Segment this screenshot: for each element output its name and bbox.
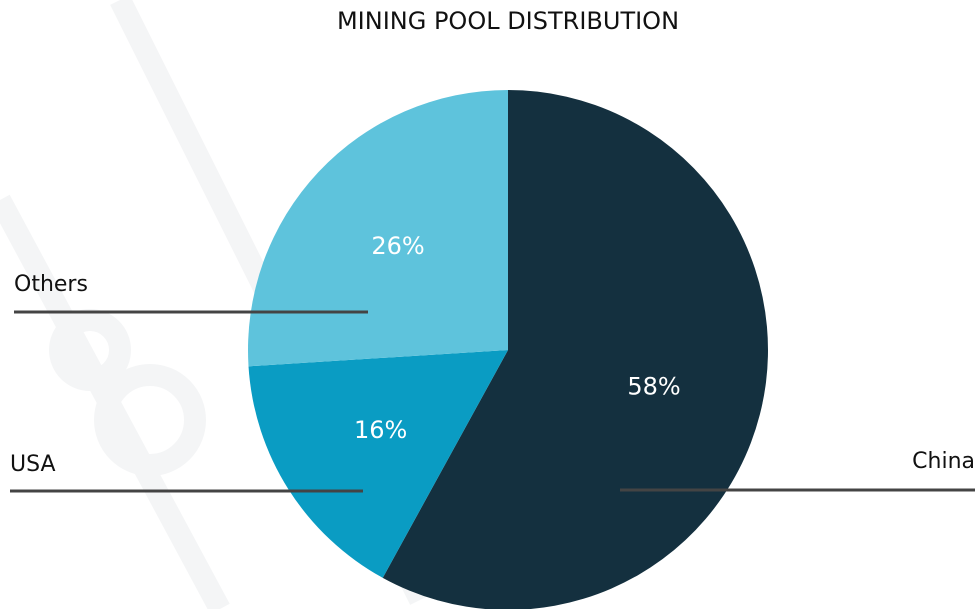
category-label: Others [14, 272, 88, 297]
value-label: 16% [354, 416, 407, 444]
chart-title: MINING POOL DISTRIBUTION [337, 7, 679, 35]
value-label: 58% [627, 373, 680, 401]
chart: MINING POOL DISTRIBUTION 58% 16% 26% China U… [0, 0, 978, 609]
pie-slice [248, 90, 508, 366]
category-label: USA [10, 452, 56, 477]
value-label: 26% [371, 232, 424, 260]
category-label: China [912, 449, 975, 474]
